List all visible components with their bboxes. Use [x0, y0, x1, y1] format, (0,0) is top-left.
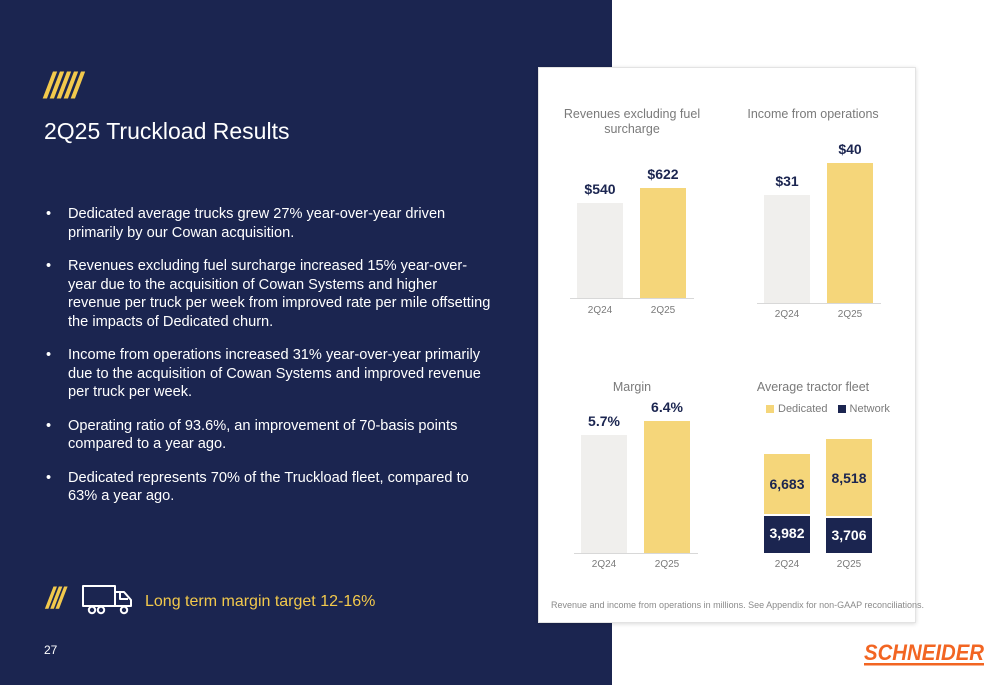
axis-line	[757, 303, 881, 304]
bullet-text: Dedicated represents 70% of the Truckloa…	[68, 469, 469, 505]
chart-title-tractor-fleet: Average tractor fleet	[756, 380, 870, 394]
bullet-item: • Dedicated average trucks grew 27% year-…	[46, 205, 491, 242]
bullet-marker: •	[46, 206, 52, 222]
bullet-marker: •	[46, 469, 52, 486]
bullet-text: Dedicated average trucks grew 27% year-o…	[68, 206, 446, 241]
tick-label: 2Q25	[836, 559, 862, 570]
tick-label: 2Q24	[774, 309, 800, 320]
tick-label: 2Q25	[650, 305, 676, 316]
bar-network-2q24	[764, 515, 810, 553]
value-label-dedicated-2q24: 6,683	[769, 475, 805, 492]
footer-accent-slashes: ///	[46, 582, 65, 615]
tick-label: 2Q24	[774, 559, 800, 570]
bullet-marker: •	[46, 258, 52, 274]
truck-icon	[82, 585, 132, 615]
bullet-item: • Revenues excluding fuel surcharge incre…	[46, 257, 491, 331]
footnote: Revenue and income from operations in mi…	[551, 600, 925, 610]
value-label-revenues-2q24: $540	[584, 180, 616, 197]
bar-margin-2q25	[644, 421, 690, 553]
value-label-network-2q25: 3,706	[831, 526, 867, 543]
tick-label: 2Q24	[591, 559, 617, 570]
bullet-item: • Operating ratio of 93.6%, an improvemen…	[46, 417, 491, 454]
value-label-margin-2q24: 5.7%	[588, 413, 620, 430]
legend: Dedicated Network	[766, 403, 890, 415]
bullet-marker: •	[46, 417, 52, 434]
margin-target-text: Long term margin target 12-16%	[145, 593, 376, 610]
bar-dedicated-2q25	[826, 439, 872, 517]
bar-network-2q25	[826, 518, 872, 553]
bar-revenues-2q25	[640, 188, 686, 298]
bullet-text: Income from operations increased 31% yea…	[68, 347, 481, 400]
legend-label-network: Network	[849, 403, 890, 415]
bar-revenues-2q24	[577, 202, 623, 298]
bar-margin-2q24	[581, 435, 627, 553]
tick-label: 2Q25	[654, 559, 680, 570]
chart-title-margin: Margin	[612, 380, 652, 394]
value-label-margin-2q25: 6.4%	[651, 399, 683, 415]
schneider-logo: SCHNEIDER	[864, 640, 984, 666]
legend-item-dedicated: Dedicated	[766, 403, 828, 415]
bullet-item: • Dedicated represents 70% of the Trucklo…	[46, 469, 491, 506]
legend-item-network: Network	[837, 403, 890, 415]
value-label-income-2q24: $31	[775, 172, 799, 189]
bar-dedicated-2q24	[764, 453, 810, 514]
bullet-item: • Income from operations increased 31% ye…	[46, 346, 491, 402]
bar-income-2q24	[764, 194, 810, 303]
bullet-list: • Dedicated average trucks grew 27% year-…	[46, 205, 491, 521]
page-number: 27	[44, 643, 58, 657]
legend-label-dedicated: Dedicated	[778, 403, 828, 415]
chart-title-revenues: Revenues excluding fuel surcharge	[563, 107, 701, 136]
legend-swatch-dedicated	[766, 405, 774, 413]
bullet-text: Revenues excluding fuel surcharge increa…	[68, 258, 491, 330]
bullet-text: Operating ratio of 93.6%, an improvement…	[68, 417, 458, 453]
title-accent-slashes: /////	[44, 65, 82, 106]
value-label-network-2q24: 3,982	[769, 525, 805, 542]
chart-title-income: Income from operations	[747, 107, 879, 121]
value-label-income-2q25: $40	[838, 141, 862, 157]
axis-line	[570, 298, 694, 299]
logo-text: SCHNEIDER	[864, 640, 984, 665]
bar-income-2q25	[827, 163, 873, 303]
bullet-marker: •	[46, 347, 52, 363]
axis-line	[574, 553, 698, 554]
value-label-revenues-2q25: $622	[647, 166, 679, 182]
legend-swatch-network	[837, 405, 846, 413]
tick-label: 2Q24	[587, 305, 613, 316]
left-panel	[0, 0, 612, 685]
tick-label: 2Q25	[837, 309, 863, 320]
slide-title: 2Q25 Truckload Results	[44, 118, 290, 144]
value-label-dedicated-2q25: 8,518	[831, 469, 867, 486]
